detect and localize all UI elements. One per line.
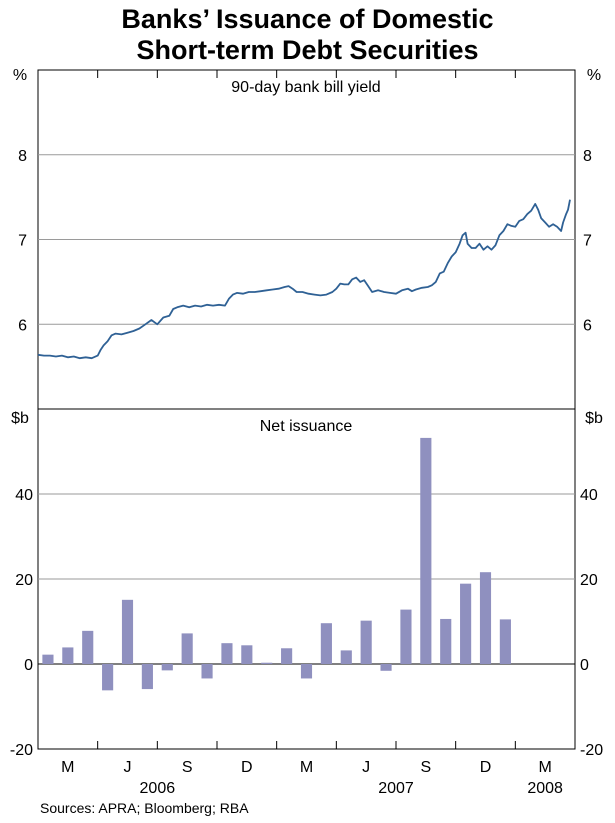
x-month-label: D <box>241 759 253 776</box>
top-panel-title: 90-day bank bill yield <box>231 79 380 96</box>
x-year-label: 2007 <box>378 780 414 797</box>
net-issuance-bar <box>261 662 273 664</box>
net-issuance-bar <box>201 664 213 679</box>
net-issuance-bar <box>281 648 293 664</box>
net-issuance-bar <box>141 664 153 690</box>
net-issuance-bar <box>82 630 94 664</box>
top-right-tick-label: 7 <box>583 233 592 250</box>
net-issuance-bar <box>440 618 452 664</box>
yield-line <box>37 199 571 360</box>
line-series <box>37 199 571 360</box>
net-issuance-bar <box>221 643 233 664</box>
x-month-label: D <box>480 759 492 776</box>
top-left-unit-label: % <box>13 67 27 84</box>
bottom-left-tick-label: -20 <box>10 742 33 759</box>
bottom-right-tick-label: -20 <box>580 742 603 759</box>
net-issuance-bar <box>479 572 492 664</box>
bottom-right-tick-label: 0 <box>580 657 589 674</box>
top-left-tick-label: 7 <box>18 233 27 250</box>
net-issuance-bar <box>320 623 332 664</box>
top-right-unit-label: % <box>587 67 601 84</box>
net-issuance-bar <box>181 633 193 664</box>
bottom-panel-title: Net issuance <box>260 418 353 435</box>
net-issuance-bar <box>380 664 392 671</box>
net-issuance-bar <box>241 645 253 664</box>
top-left-tick-label: 6 <box>18 317 27 334</box>
x-year-label: 2008 <box>527 780 563 797</box>
net-issuance-bar <box>121 599 134 664</box>
chart-title-line-2: Short-term Debt Securities <box>136 35 479 65</box>
x-month-label: J <box>124 759 132 776</box>
bottom-right-tick-label: 20 <box>580 572 598 589</box>
bottom-left-tick-label: 20 <box>15 572 33 589</box>
bottom-left-tick-label: 0 <box>24 657 33 674</box>
net-issuance-bar <box>42 654 54 664</box>
x-month-label: J <box>362 759 370 776</box>
net-issuance-bar <box>62 647 74 664</box>
net-issuance-bar <box>161 664 173 671</box>
net-issuance-bar <box>400 609 412 664</box>
bar-series <box>42 437 511 691</box>
net-issuance-bar <box>102 664 114 691</box>
x-month-label: S <box>420 759 431 776</box>
net-issuance-bar <box>499 619 511 664</box>
net-issuance-bar <box>300 664 313 679</box>
net-issuance-bar <box>460 583 472 664</box>
bottom-right-tick-label: 40 <box>580 487 598 504</box>
bottom-right-unit-label: $b <box>585 410 603 427</box>
chart-title-line-1: Banks’ Issuance of Domestic <box>121 4 494 34</box>
top-right-tick-label: 8 <box>583 148 592 165</box>
x-month-label: M <box>539 759 552 776</box>
bottom-left-tick-label: 40 <box>15 487 33 504</box>
net-issuance-bar <box>340 650 352 664</box>
source-note: Sources: APRA; Bloomberg; RBA <box>40 800 249 816</box>
axes: 6 6 7 7 8 8 -20 -20 0 0 20 20 40 40 M J S D M J S D M 2006 2007 2… <box>10 70 603 797</box>
top-right-tick-label: 6 <box>583 317 592 334</box>
x-month-label: S <box>182 759 193 776</box>
top-left-tick-label: 8 <box>18 148 27 165</box>
net-issuance-bar <box>420 437 432 664</box>
net-issuance-bar <box>360 620 372 664</box>
x-month-label: M <box>61 759 74 776</box>
x-year-label: 2006 <box>140 780 176 797</box>
x-month-label: M <box>300 759 313 776</box>
chart-title: Banks’ Issuance of Domestic Short-term D… <box>0 4 615 66</box>
bottom-left-unit-label: $b <box>11 410 29 427</box>
